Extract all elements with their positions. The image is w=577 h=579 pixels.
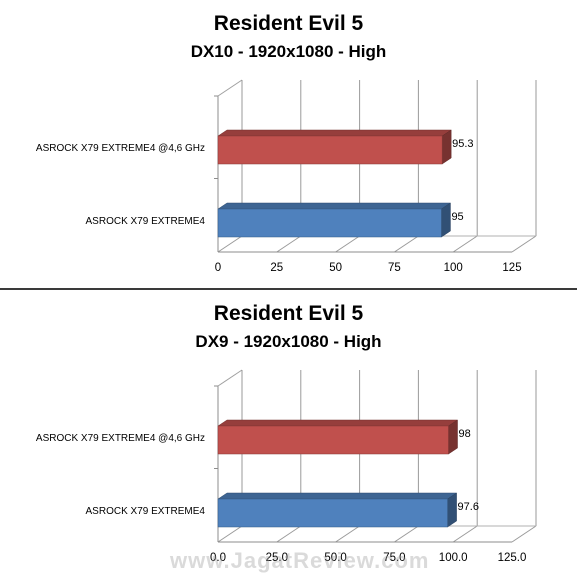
floor-gridline	[511, 525, 537, 543]
floor-gridline	[276, 235, 302, 253]
x-tick-label: 125	[502, 262, 522, 274]
chart-subtitle: DX10 - 1920x1080 - High	[190, 42, 387, 61]
bar-value-label: 95.3	[452, 138, 474, 150]
floor-gridline	[335, 525, 360, 543]
floor-gridline	[217, 235, 243, 253]
bar-top-face	[217, 419, 459, 427]
chart-panel-dx10: Resident Evil 5 DX10 - 1920x1080 - High …	[0, 0, 577, 288]
bar-end-face	[448, 419, 458, 455]
bar-chart-plot	[214, 79, 537, 253]
x-tick-label: 50.0	[324, 552, 347, 564]
chart-title: Resident Evil 5	[213, 302, 364, 325]
bar-front-face	[217, 425, 449, 455]
bar	[217, 419, 459, 455]
x-tick-label: 0.0	[210, 552, 226, 564]
category-label: ASROCK X79 EXTREME4	[85, 506, 205, 517]
bar-front-face	[217, 208, 442, 238]
bar-top-face	[217, 202, 452, 210]
floor-gridline	[276, 525, 302, 543]
floor-gridline	[452, 525, 478, 543]
axis-top-depth	[217, 79, 243, 97]
floor-gridline	[394, 525, 419, 543]
x-tick-label: 100.0	[438, 552, 468, 564]
category-label: ASROCK X79 EXTREME4 @4,6 GHz	[35, 143, 205, 154]
x-tick-label: 0	[214, 262, 222, 274]
chart-subtitle: DX9 - 1920x1080 - High	[195, 332, 382, 351]
bar	[217, 492, 458, 528]
chart-title: Resident Evil 5	[213, 12, 364, 35]
floor-gridline	[452, 235, 478, 253]
bar-front-face	[217, 135, 443, 165]
bar-top-face	[217, 129, 452, 137]
category-label: ASROCK X79 EXTREME4 @4,6 GHz	[35, 433, 205, 444]
bar-value-label: 95	[451, 211, 464, 223]
bar-value-label: 97.6	[457, 501, 479, 513]
bar	[217, 129, 452, 165]
bar-top-face	[217, 492, 458, 500]
x-tick-label: 125.0	[497, 552, 527, 564]
x-tick-label: 50	[329, 262, 342, 274]
bar-end-face	[447, 492, 457, 528]
bar-front-face	[217, 498, 448, 528]
bar-end-face	[441, 202, 451, 238]
x-tick-label: 75.0	[383, 552, 406, 564]
panel-divider	[0, 288, 577, 290]
floor-gridline	[335, 235, 360, 253]
floor-gridline	[217, 525, 243, 543]
x-tick-label: 25.0	[265, 552, 288, 564]
floor-gridline	[394, 235, 419, 253]
axis-top-depth	[217, 369, 243, 387]
watermark-text: www.JagatReview.com	[170, 548, 430, 573]
chart-panel-dx9: Resident Evil 5 DX9 - 1920x1080 - High 0…	[0, 290, 577, 579]
category-label: ASROCK X79 EXTREME4	[85, 216, 205, 227]
x-tick-label: 75	[387, 262, 401, 274]
bar-chart-plot	[214, 369, 537, 543]
bar-value-label: 98	[458, 428, 471, 440]
bar	[217, 202, 452, 238]
x-tick-label: 25	[270, 262, 284, 274]
x-tick-label: 100	[443, 262, 463, 274]
bar-end-face	[441, 129, 452, 165]
floor-gridline	[511, 235, 537, 253]
